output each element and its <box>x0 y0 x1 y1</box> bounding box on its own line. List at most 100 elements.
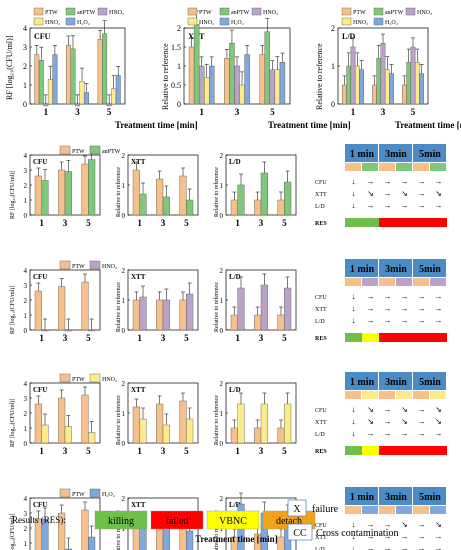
bar-anPTW <box>186 199 194 216</box>
table-arrow: ↓ <box>352 429 356 438</box>
table-arrow: → <box>401 544 409 550</box>
bar-H2O2 <box>52 54 58 105</box>
table-header-label: 3min <box>385 264 407 275</box>
res-cell-VBNC <box>362 446 379 455</box>
bar-PTW <box>97 39 103 105</box>
legend-label-PTW: PTW <box>72 264 85 270</box>
x-tick-label: 1 <box>137 218 142 228</box>
bar-PTW <box>58 286 66 331</box>
bar-HNO2 <box>260 403 268 444</box>
legend-swatch-PTW <box>187 7 198 16</box>
table-arrow: ↓ <box>352 544 356 550</box>
treatment-strip-cell <box>362 506 378 514</box>
x-tick-label: 3 <box>381 107 386 117</box>
bar-PTW <box>224 58 230 105</box>
treatment-strip-cell <box>413 391 429 399</box>
bar-HNO2 <box>274 69 281 105</box>
table-header-label: 5min <box>419 264 441 275</box>
y-tick-label: 0.5 <box>171 81 181 90</box>
table-row-label: XTT <box>315 535 327 541</box>
bar-HNO2 <box>162 424 170 444</box>
x-tick-label: 5 <box>184 333 189 343</box>
table-header-cell <box>379 144 412 162</box>
table-row-label: CFU <box>315 295 327 301</box>
table-arrow: → <box>367 201 375 210</box>
y-axis-label-cfu: RF [log₁₀(CFU/ml)] <box>9 286 16 334</box>
bar-PTW <box>65 44 71 105</box>
treatment-strip-cell <box>430 278 446 286</box>
cc-text: Cross contamination <box>316 528 399 539</box>
bar-anPTW <box>264 31 271 105</box>
bar-H2O2 <box>359 69 364 105</box>
bar-HNO3 <box>43 103 49 107</box>
bar-PTW <box>277 314 285 331</box>
table-arrow: → <box>384 304 392 313</box>
x-tick-label: 1 <box>137 333 142 343</box>
bar-PTW <box>230 199 238 216</box>
legend-swatch-H2O2 <box>219 17 230 26</box>
treatment-strip-cell <box>430 506 446 514</box>
bar-HNO3 <box>284 287 292 331</box>
table-arrow: → <box>384 189 392 198</box>
table-header-label: 5min <box>419 492 441 503</box>
y-tick-label: 4 <box>23 24 27 33</box>
y-tick-label: 1 <box>220 297 224 305</box>
table-arrow: → <box>367 532 375 541</box>
table-header-cell <box>379 487 412 505</box>
bar-PTW <box>81 509 89 550</box>
y-axis-label-ld: Relative to reference <box>213 167 220 217</box>
legend-swatch-HNO2 <box>33 17 44 26</box>
y-tick-label: 1 <box>24 197 28 205</box>
table-header-cell <box>345 487 378 505</box>
bar-PTW <box>277 427 285 444</box>
table-arrow: → <box>384 520 392 529</box>
table-arrow: → <box>418 520 426 529</box>
table-arrow: → <box>418 177 426 186</box>
legend-swatch-PTW <box>33 7 44 16</box>
table-arrow: ↓ <box>352 405 356 414</box>
x-tick-label: 3 <box>259 446 264 456</box>
table-arrow: → <box>384 316 392 325</box>
table-arrow: ↓ <box>352 316 356 325</box>
legend-swatch-HNO2 <box>187 17 198 26</box>
bar-HNO2 <box>354 65 360 105</box>
table-arrow: ↘ <box>367 417 374 426</box>
x-tick-label: 1 <box>235 333 240 343</box>
bar-HNO3 <box>380 43 386 105</box>
legend-label-PTW: PTW <box>353 10 366 16</box>
x-tick-label: 5 <box>411 107 416 117</box>
table-arrow: ↓ <box>352 189 356 198</box>
table-arrow: → <box>435 304 443 313</box>
bar-HNO2 <box>203 77 210 105</box>
bar-HNO2 <box>186 418 194 444</box>
failure-box-label: X <box>293 504 301 515</box>
table-header-cell <box>345 144 378 162</box>
bar-HNO2 <box>41 424 49 444</box>
treatment-strip-cell <box>345 391 361 399</box>
legend-label-PTW: PTW <box>72 149 85 155</box>
bar-HNO3 <box>350 46 356 105</box>
bar-PTW <box>58 169 66 216</box>
legend-label-H2O2: H₂O₂ <box>231 20 244 26</box>
res-cell-failed <box>413 446 430 455</box>
y-axis-label-cfu: RF [log₁₀(CFU/ml)] <box>9 399 16 447</box>
legend-label-PTW: PTW <box>45 10 58 16</box>
bar-anPTW <box>229 43 235 105</box>
y-tick-label: 1 <box>122 410 126 418</box>
bar-HNO2 <box>64 426 72 444</box>
table-arrow: → <box>384 544 392 550</box>
y-axis-label-ld: Relative to reference <box>213 282 220 332</box>
x-tick-label: 5 <box>282 218 287 228</box>
bar-anPTW <box>70 48 76 105</box>
table-header-label: 1 min <box>350 264 375 275</box>
y-tick-label: 0 <box>122 212 126 220</box>
legend-label-HNO2: HNO₂ <box>353 20 368 26</box>
x-tick-label: 5 <box>86 333 91 343</box>
panel-title: XTT <box>131 501 146 509</box>
x-axis-label-bottom: Treatment time [min] <box>195 534 278 544</box>
treatment-strip-cell <box>396 163 412 171</box>
x-tick-label: 5 <box>184 446 189 456</box>
bar-H2O2 <box>84 92 90 105</box>
bar-HNO3 <box>64 329 72 332</box>
treatment-strip-cell <box>413 163 429 171</box>
